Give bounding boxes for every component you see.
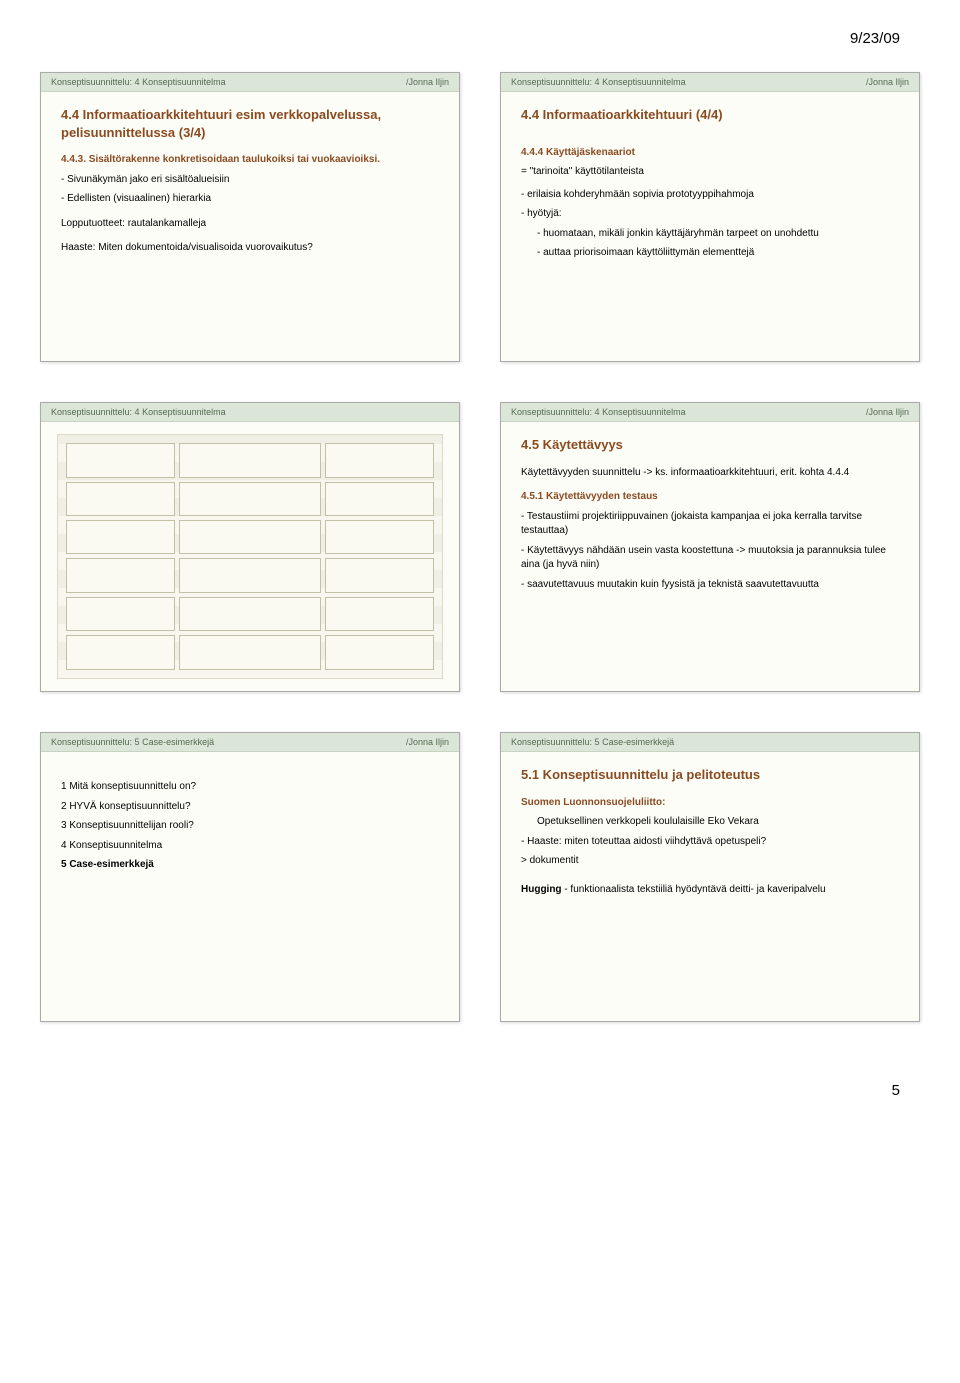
slide-3: Konseptisuunnittelu: 4 Konseptisuunnitel…: [40, 402, 460, 692]
slide-2-header-right: /Jonna Iljin: [866, 77, 909, 87]
slide-2-header-left: Konseptisuunnittelu: 4 Konseptisuunnitel…: [511, 77, 686, 87]
slide-1-sub1: 4.4.3. Sisältörakenne konkretisoidaan ta…: [61, 153, 439, 168]
slide-1-header-left: Konseptisuunnittelu: 4 Konseptisuunnitel…: [51, 77, 226, 87]
slide-3-header-left: Konseptisuunnittelu: 4 Konseptisuunnitel…: [51, 407, 226, 417]
slide-6-p3: > dokumentit: [521, 854, 899, 869]
slide-4-title: 4.5 Käytettävyys: [521, 436, 899, 454]
slide-1-p1: - Sivunäkymän jako eri sisältöalueisiin: [61, 173, 439, 188]
slide-5-header-right: /Jonna Iljin: [406, 737, 449, 747]
slide-3-header: Konseptisuunnittelu: 4 Konseptisuunnitel…: [41, 403, 459, 422]
slide-4-sub1: 4.5.1 Käytettävyyden testaus: [521, 490, 899, 505]
page-number: 5: [40, 1082, 920, 1099]
slide-6-p2: - Haaste: miten toteuttaa aidosti viihdy…: [521, 835, 899, 850]
slide-6-sub1: Suomen Luonnonsuojeluliitto:: [521, 796, 899, 811]
slide-6-body: 5.1 Konseptisuunnittelu ja pelitoteutus …: [501, 752, 919, 1021]
toc-2: 2 HYVÄ konseptisuunnittelu?: [61, 800, 439, 815]
slide-6-p4a: Hugging: [521, 884, 562, 895]
scenario-diagram: [57, 434, 443, 678]
slide-1-p2: - Edellisten (visuaalinen) hierarkia: [61, 192, 439, 207]
slide-1-header: Konseptisuunnittelu: 4 Konseptisuunnitel…: [41, 73, 459, 92]
slide-4-p2: - Testaustiimi projektiriippuvainen (jok…: [521, 510, 899, 539]
slide-2-p3: - hyötyjä:: [521, 207, 899, 222]
slide-5: Konseptisuunnittelu: 5 Case-esimerkkejä …: [40, 732, 460, 1022]
slide-3-body: [41, 422, 459, 691]
slide-4-header: Konseptisuunnittelu: 4 Konseptisuunnitel…: [501, 403, 919, 422]
slide-2: Konseptisuunnittelu: 4 Konseptisuunnitel…: [500, 72, 920, 362]
slide-6-header: Konseptisuunnittelu: 5 Case-esimerkkejä: [501, 733, 919, 752]
slide-6-p4b: - funktionaalista tekstiiliä hyödyntävä …: [562, 884, 826, 895]
slide-6-title: 5.1 Konseptisuunnittelu ja pelitoteutus: [521, 766, 899, 784]
diagram-boxes: [66, 443, 434, 669]
slide-4-p1: Käytettävyyden suunnittelu -> ks. inform…: [521, 466, 899, 481]
slide-1-p4: Haaste: Miten dokumentoida/visualisoida …: [61, 241, 439, 256]
slide-grid: Konseptisuunnittelu: 4 Konseptisuunnitel…: [40, 72, 920, 1022]
slide-6-p1: Opetuksellinen verkkopeli koululaisille …: [521, 815, 899, 830]
slide-6-p4: Hugging - funktionaalista tekstiiliä hyö…: [521, 883, 899, 898]
toc-1: 1 Mitä konseptisuunnittelu on?: [61, 780, 439, 795]
slide-4: Konseptisuunnittelu: 4 Konseptisuunnitel…: [500, 402, 920, 692]
toc-3: 3 Konseptisuunnittelijan rooli?: [61, 819, 439, 834]
slide-1-body: 4.4 Informaatioarkkitehtuuri esim verkko…: [41, 92, 459, 361]
slide-2-p1: = "tarinoita" käyttötilanteista: [521, 165, 899, 180]
slide-2-title: 4.4 Informaatioarkkitehtuuri (4/4): [521, 106, 899, 124]
slide-6-header-left: Konseptisuunnittelu: 5 Case-esimerkkejä: [511, 737, 674, 747]
slide-2-header: Konseptisuunnittelu: 4 Konseptisuunnitel…: [501, 73, 919, 92]
page-date: 9/23/09: [40, 30, 920, 47]
slide-1: Konseptisuunnittelu: 4 Konseptisuunnitel…: [40, 72, 460, 362]
slide-5-body: 1 Mitä konseptisuunnittelu on? 2 HYVÄ ko…: [41, 752, 459, 1021]
slide-1-header-right: /Jonna Iljin: [406, 77, 449, 87]
slide-2-p5: - auttaa priorisoimaan käyttöliittymän e…: [521, 246, 899, 261]
slide-4-p3: - Käytettävyys nähdään usein vasta koost…: [521, 544, 899, 573]
slide-2-sub1: 4.4.4 Käyttäjäskenaariot: [521, 146, 899, 161]
slide-1-title: 4.4 Informaatioarkkitehtuuri esim verkko…: [61, 106, 439, 141]
slide-4-header-left: Konseptisuunnittelu: 4 Konseptisuunnitel…: [511, 407, 686, 417]
slide-4-p4: - saavutettavuus muutakin kuin fyysistä …: [521, 578, 899, 593]
slide-5-header-left: Konseptisuunnittelu: 5 Case-esimerkkejä: [51, 737, 214, 747]
slide-4-body: 4.5 Käytettävyys Käytettävyyden suunnitt…: [501, 422, 919, 691]
slide-2-p4: - huomataan, mikäli jonkin käyttäjäryhmä…: [521, 227, 899, 242]
toc-5: 5 Case-esimerkkejä: [61, 858, 439, 873]
toc-4: 4 Konseptisuunnitelma: [61, 839, 439, 854]
slide-2-p2: - erilaisia kohderyhmään sopivia prototy…: [521, 188, 899, 203]
slide-5-header: Konseptisuunnittelu: 5 Case-esimerkkejä …: [41, 733, 459, 752]
slide-4-header-right: /Jonna Iljin: [866, 407, 909, 417]
slide-2-body: 4.4 Informaatioarkkitehtuuri (4/4) 4.4.4…: [501, 92, 919, 361]
slide-1-p3: Lopputuotteet: rautalankamalleja: [61, 217, 439, 232]
slide-6: Konseptisuunnittelu: 5 Case-esimerkkejä …: [500, 732, 920, 1022]
